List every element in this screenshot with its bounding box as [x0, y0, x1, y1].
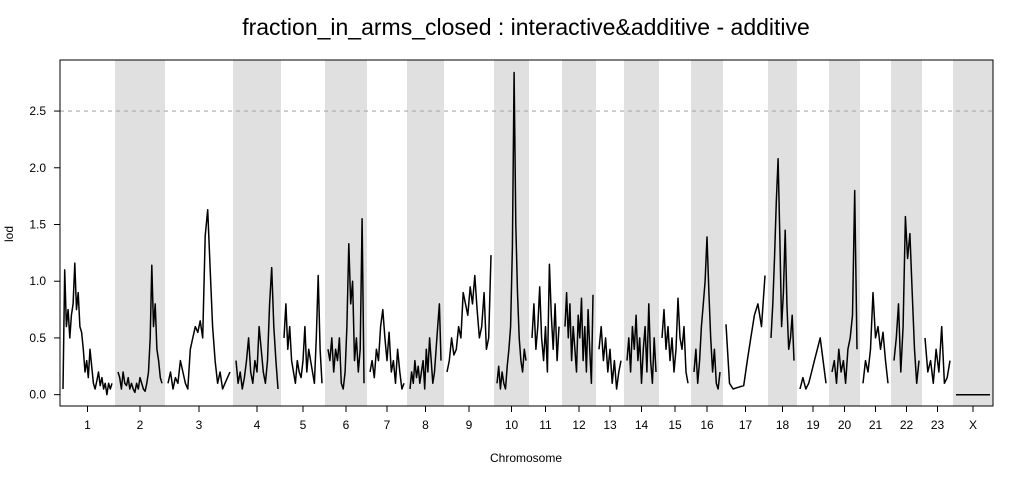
lod-line-chr-15: [661, 297, 689, 384]
chromosome-band-12: [562, 60, 596, 406]
chart-title: fraction_in_arms_closed : interactive&ad…: [242, 14, 810, 40]
lod-series: [62, 71, 990, 396]
lod-line-chr-14: [626, 303, 657, 385]
x-tick-label: 19: [806, 418, 820, 432]
plot-frame: [59, 59, 994, 407]
chromosome-shading: [115, 60, 993, 406]
x-tick-label: 20: [838, 418, 852, 432]
lod-line-chr-9: [446, 255, 492, 373]
lod-line-chr-19: [799, 337, 827, 390]
x-tick-label: X: [969, 418, 977, 432]
x-tick-label: 6: [343, 418, 350, 432]
y-tick-label: 2.0: [29, 161, 46, 175]
x-tick-label: 7: [384, 418, 391, 432]
x-tick-label: 22: [900, 418, 914, 432]
lod-line-chr-4: [235, 266, 279, 390]
x-tick-label: 13: [603, 418, 617, 432]
lod-line-chr-20: [831, 189, 858, 385]
chromosome-band-16: [691, 60, 723, 406]
lod-line-chr-2: [117, 264, 163, 394]
lod-line-chr-17: [725, 275, 766, 390]
x-tick-label: 2: [137, 418, 144, 432]
x-tick-label: 15: [668, 418, 682, 432]
x-tick-label: 11: [539, 418, 552, 432]
y-tick-label: 0.0: [29, 388, 46, 402]
chromosome-band-8: [407, 60, 444, 406]
x-tick-label: 8: [422, 418, 429, 432]
lod-line-chr-11: [531, 263, 560, 373]
lod-line-chr-23: [924, 325, 951, 385]
chromosome-band-10: [494, 60, 529, 406]
x-tick-label: 16: [700, 418, 714, 432]
lod-line-chr-3: [167, 208, 231, 390]
lod-line-chr-1: [62, 262, 113, 396]
lod-line-chr-5: [283, 274, 323, 385]
y-tick-label: 2.5: [29, 104, 46, 118]
lod-line-chr-22: [893, 215, 920, 385]
lod-line-chr-8: [409, 303, 442, 390]
x-tick-label: 12: [572, 418, 586, 432]
x-tick-label: 17: [739, 418, 753, 432]
lod-line-chr-12: [564, 291, 594, 385]
lod-line-chr-10: [496, 71, 527, 390]
chromosome-band-X: [953, 60, 993, 406]
x-tick-label: 3: [196, 418, 203, 432]
y-axis: 0.0 0.5 1.0 1.5 2.0 2.5: [29, 104, 60, 402]
lod-line-chr-6: [327, 218, 365, 390]
x-tick-label: 18: [776, 418, 790, 432]
y-axis-label: lod: [2, 226, 16, 242]
x-axis: 1 2 3 4 5 6 7 8 9 10 11 12 13 14 15 16 17 18 19 20 21 22 23 X: [84, 406, 977, 432]
chromosome-band-18: [768, 60, 797, 406]
x-tick-label: 1: [84, 418, 91, 432]
lod-line-chr-18: [770, 157, 795, 361]
x-tick-label: 4: [254, 418, 261, 432]
y-tick-label: 1.0: [29, 274, 46, 288]
x-tick-label: 5: [300, 418, 307, 432]
x-tick-label: 14: [635, 418, 649, 432]
lod-line-chr-13: [598, 325, 622, 390]
lod-line-chr-21: [862, 291, 889, 384]
x-tick-label: 21: [869, 418, 883, 432]
y-tick-label: 0.5: [29, 331, 46, 345]
lod-line-chr-7: [369, 308, 405, 390]
x-tick-label: 9: [466, 418, 473, 432]
x-axis-label: Chromosome: [490, 451, 562, 465]
chromosome-band-4: [233, 60, 281, 406]
x-tick-label: 10: [505, 418, 519, 432]
lod-line-chr-16: [693, 236, 721, 390]
x-tick-label: 23: [931, 418, 945, 432]
y-tick-label: 1.5: [29, 217, 46, 231]
